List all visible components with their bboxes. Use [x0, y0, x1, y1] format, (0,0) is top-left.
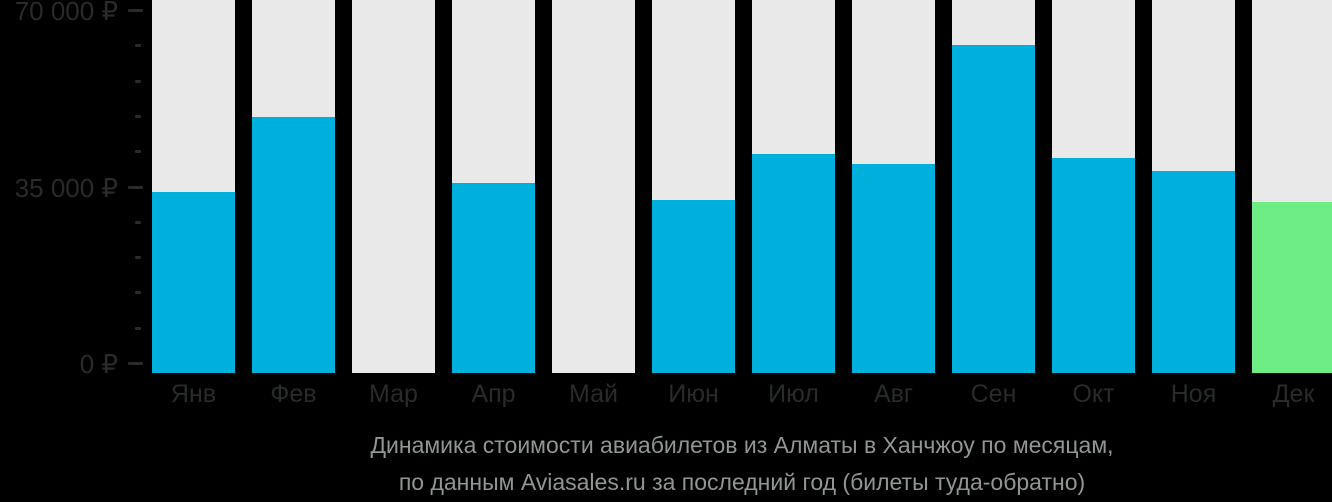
chart-subtitle: по данным Aviasales.ru за последний год … — [398, 469, 1086, 495]
y-axis-label-70000: 70 000 ₽ — [14, 0, 118, 26]
x-axis-label-1: Янв — [170, 380, 217, 408]
bar-column-6 — [652, 0, 735, 373]
bar-column-11 — [1152, 0, 1235, 373]
bar-fill-11 — [1152, 170, 1235, 373]
y-axis-label-35000: 35 000 ₽ — [14, 172, 118, 203]
y-tick-major — [128, 185, 143, 189]
bar-fill-6 — [652, 200, 735, 373]
x-axis-label-3: Мар — [369, 380, 418, 408]
y-tick-minor — [135, 326, 141, 330]
y-tick-major — [128, 9, 143, 12]
bar-column-8 — [852, 0, 935, 373]
bar-column-3 — [352, 0, 435, 373]
x-axis-label-5: Май — [569, 380, 618, 408]
bar-fill-2 — [252, 116, 335, 373]
bar-fill-7 — [752, 154, 835, 373]
x-axis-label-2: Фев — [270, 380, 317, 408]
bar-column-1 — [152, 0, 235, 373]
x-axis-label-12: Дек — [1272, 380, 1315, 408]
x-axis-label-7: Июл — [768, 380, 819, 408]
y-tick-minor — [135, 256, 141, 260]
bar-column-4 — [452, 0, 535, 373]
x-axis-label-8: Авг — [873, 380, 914, 408]
y-tick-major — [128, 362, 143, 365]
bar-column-7 — [752, 0, 835, 373]
bar-fill-4 — [452, 182, 535, 373]
y-tick-minor — [135, 150, 141, 154]
bar-fill-10 — [1052, 157, 1135, 373]
y-tick-minor — [135, 114, 141, 118]
bar-fill-1 — [152, 191, 235, 373]
x-axis-label-10: Окт — [1072, 380, 1115, 408]
x-axis-label-11: Ноя — [1170, 380, 1217, 408]
bar-column-5 — [552, 0, 635, 373]
bar-column-10 — [1052, 0, 1135, 373]
bar-fill-12 — [1252, 202, 1332, 373]
bar-fill-9 — [952, 44, 1035, 373]
y-tick-minor — [135, 44, 141, 48]
bar-fill-8 — [852, 163, 935, 373]
bar-column-12 — [1252, 0, 1332, 373]
x-axis-label-4: Апр — [471, 380, 516, 408]
bar-column-9 — [952, 0, 1035, 373]
x-axis-label-6: Июн — [668, 380, 719, 408]
y-axis-label-0: 0 ₽ — [79, 349, 118, 379]
y-tick-minor — [135, 220, 141, 224]
chart-title: Динамика стоимости авиабилетов из Алматы… — [370, 432, 1114, 458]
y-tick-minor — [135, 79, 141, 83]
x-axis-label-9: Сен — [970, 380, 1017, 408]
bar-column-2 — [252, 0, 335, 373]
y-tick-minor — [135, 291, 141, 295]
